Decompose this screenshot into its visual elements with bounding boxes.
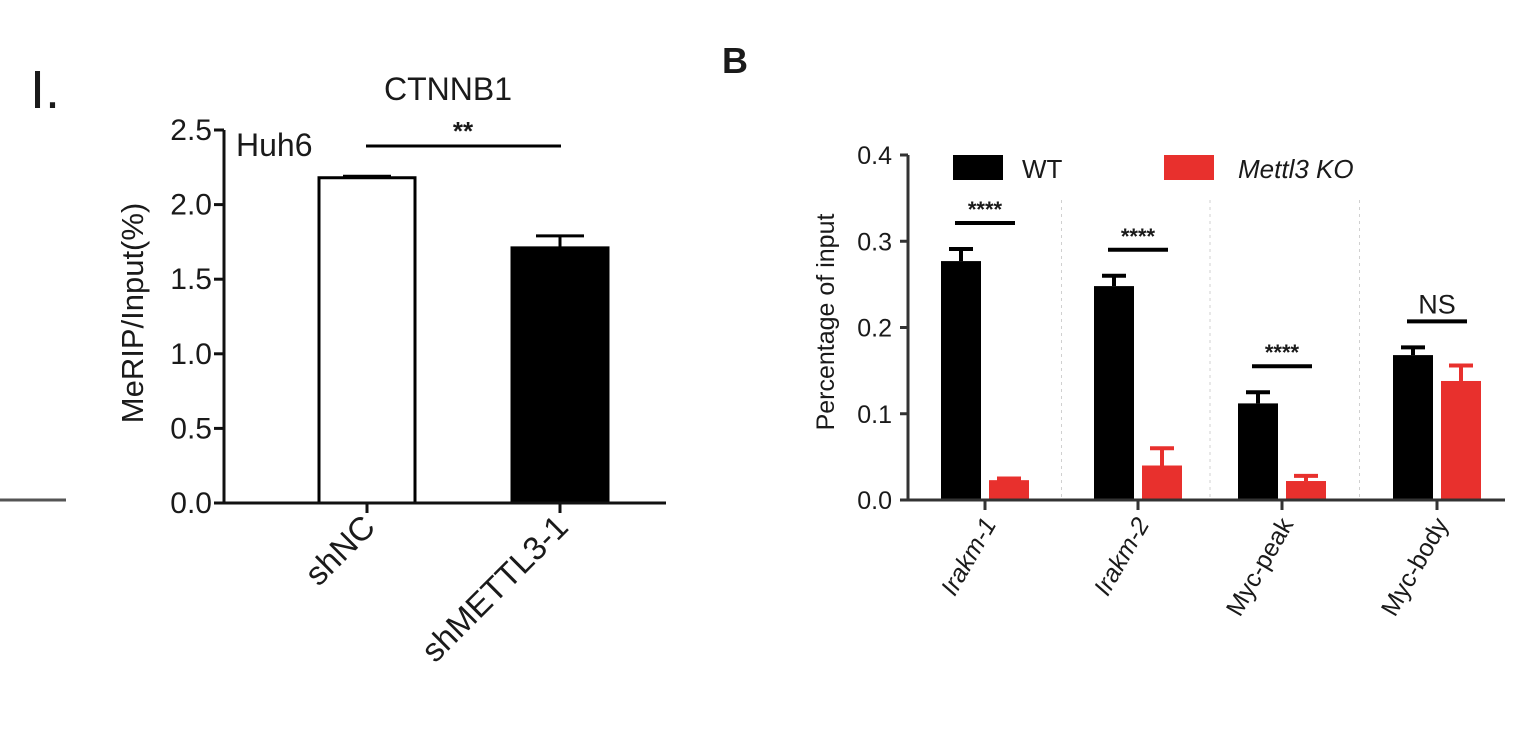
bar-wt-myc-body [1393, 355, 1433, 500]
right-y-tick-label: 0.2 [857, 315, 892, 343]
panel-label-b: B [722, 40, 748, 81]
left-y-tick-label: 2.5 [170, 114, 212, 147]
legend: WT Mettl3 KO [953, 154, 1354, 184]
bar-shnc [317, 176, 417, 505]
left-y-tick-label: 0.5 [170, 412, 212, 445]
cell-line-label: Huh6 [236, 127, 313, 163]
right-bars [941, 247, 1481, 500]
right-significance: **** **** **** NS [955, 197, 1467, 369]
left-chart-title: CTNNB1 [384, 71, 512, 107]
right-gridlines [1061, 200, 1360, 500]
panel-label-i: I. [30, 60, 60, 120]
bar-wt-irakm-1 [941, 261, 981, 500]
right-y-axis-label: Percentage of input [812, 214, 840, 431]
category-label-myc-body: Myc-body [1376, 513, 1455, 621]
significance-label-myc-body: NS [1418, 289, 1456, 319]
left-bars [317, 174, 610, 505]
right-y-tick-label: 0.0 [857, 487, 892, 515]
left-y-tick-label: 2.0 [170, 189, 212, 222]
left-y-axis-label: MeRIP/Input(%) [115, 203, 150, 424]
right-y-tick-label: 0.4 [857, 142, 892, 170]
bar-mettl3-ko-irakm-2 [1142, 465, 1182, 500]
category-label-shnc: shNC [297, 508, 382, 593]
left-y-tick-label: 1.0 [170, 338, 212, 371]
bar-mettl3-ko-myc-body [1441, 380, 1481, 500]
left-categories: shNC shMETTL3-1 [297, 503, 575, 669]
right-y-tick-label: 0.3 [857, 228, 892, 256]
legend-label-mettl3-ko: Mettl3 KO [1238, 154, 1354, 184]
bar-wt-myc-peak [1238, 403, 1278, 500]
legend-swatch-wt [953, 155, 1003, 180]
significance-label-myc-peak: **** [1265, 340, 1300, 365]
category-label-irakm-1: Irakm-1 [936, 513, 1003, 600]
left-significance: ** [366, 116, 561, 148]
bar-shmettl3-1 [510, 246, 610, 505]
left-chart-panel: I. CTNNB1 Huh6 MeRIP/Input(%) 0.0 0.5 1.0 1… [0, 60, 666, 669]
significance-label-irakm-2: **** [1121, 224, 1156, 249]
right-categories: Irakm-1 Irakm-2 Myc-peak Myc-body [936, 500, 1455, 621]
significance-label: ** [453, 116, 474, 146]
category-label-shmettl3-1: shMETTL3-1 [414, 508, 575, 669]
legend-swatch-mettl3-ko [1164, 155, 1214, 180]
bar-wt-irakm-2 [1094, 286, 1134, 500]
category-label-myc-peak: Myc-peak [1221, 513, 1300, 621]
bar-mettl3-ko-myc-peak [1286, 481, 1326, 500]
bar-mettl3-ko-irakm-1 [989, 480, 1029, 500]
significance-label-irakm-1: **** [968, 197, 1003, 222]
right-y-tick-label: 0.1 [857, 401, 892, 429]
right-y-ticks: 0.0 0.1 0.2 0.3 0.4 [857, 142, 908, 515]
legend-label-wt: WT [1022, 154, 1063, 184]
right-chart-panel: B Percentage of input 0.0 0.1 0.2 0.3 0.4 **… [722, 40, 1505, 621]
left-y-ticks: 0.0 0.5 1.0 1.5 2.0 2.5 [170, 114, 224, 520]
category-label-irakm-2: Irakm-2 [1089, 513, 1156, 600]
left-y-tick-label: 0.0 [170, 487, 212, 520]
left-y-tick-label: 1.5 [170, 263, 212, 296]
